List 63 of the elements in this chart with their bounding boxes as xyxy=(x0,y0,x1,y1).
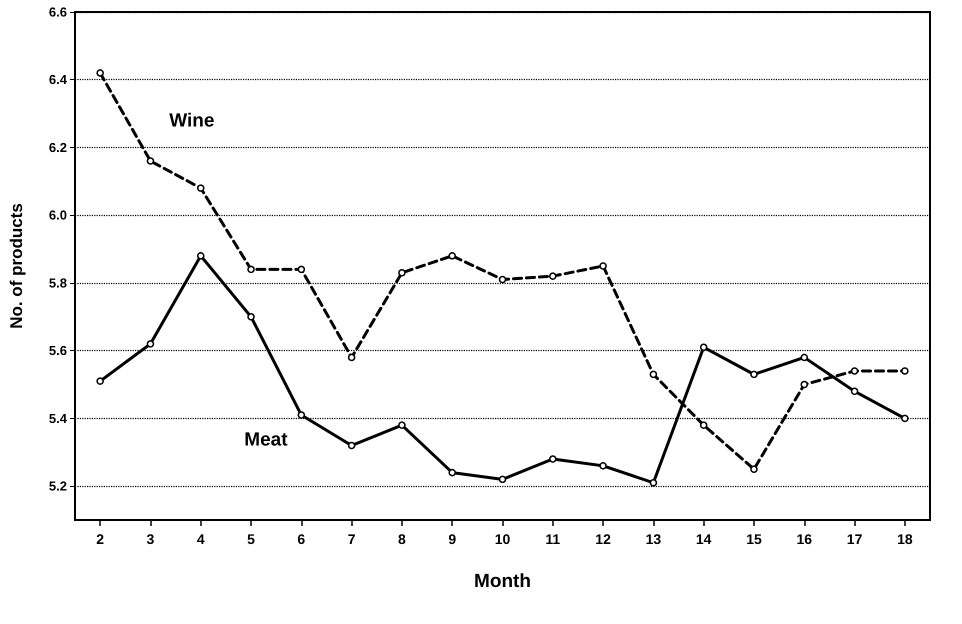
point xyxy=(348,442,356,450)
point xyxy=(146,340,154,348)
x-tick-label: 11 xyxy=(545,531,560,547)
point xyxy=(901,367,909,375)
point xyxy=(599,262,607,270)
x-tick-label: 14 xyxy=(696,531,712,547)
point xyxy=(247,266,255,274)
point xyxy=(800,354,808,362)
point xyxy=(348,354,356,362)
x-tick-label: 16 xyxy=(796,531,812,547)
x-tick-label: 15 xyxy=(746,531,762,547)
point xyxy=(498,476,506,484)
y-tick-label: 5.6 xyxy=(48,343,67,358)
point xyxy=(650,479,658,486)
y-tick-label: 5.2 xyxy=(48,478,67,494)
x-tick-label: 6 xyxy=(297,531,306,547)
point xyxy=(498,276,506,284)
point xyxy=(96,377,104,385)
point xyxy=(549,272,557,280)
y-axis-title: No. of products xyxy=(7,203,26,329)
point xyxy=(448,468,456,476)
x-tick-label: 13 xyxy=(646,531,662,547)
series-label: Meat xyxy=(244,430,288,451)
point xyxy=(599,462,607,470)
point xyxy=(700,344,708,352)
point xyxy=(196,252,204,260)
point xyxy=(800,380,808,388)
x-tick-label: 8 xyxy=(398,531,406,547)
point xyxy=(650,370,658,378)
point xyxy=(298,411,306,419)
point xyxy=(398,269,406,277)
point xyxy=(850,367,858,375)
y-tick-label: 6.0 xyxy=(48,208,67,223)
x-tick-label: 12 xyxy=(595,531,612,547)
y-tick-label: 6.6 xyxy=(48,4,67,20)
point xyxy=(247,313,255,321)
x-tick-label: 18 xyxy=(897,531,913,547)
x-tick-label: 9 xyxy=(448,531,456,547)
y-tick-label: 6.4 xyxy=(48,72,68,88)
y-tick-label: 6.2 xyxy=(48,140,67,155)
x-tick-label: 2 xyxy=(96,531,104,547)
point xyxy=(96,69,104,77)
series-label: Wine xyxy=(169,110,214,132)
point xyxy=(398,421,406,429)
point xyxy=(750,465,758,473)
x-tick-label: 17 xyxy=(846,531,863,547)
point xyxy=(901,414,909,422)
x-tick-label: 3 xyxy=(146,531,155,547)
point xyxy=(750,370,758,378)
point xyxy=(850,388,858,396)
point xyxy=(196,184,204,192)
y-tick-label: 5.4 xyxy=(48,410,68,426)
x-tick-label: 4 xyxy=(196,531,205,547)
x-tick-label: 7 xyxy=(348,531,356,547)
x-axis-title: Month xyxy=(474,571,531,592)
y-tick-label: 5.8 xyxy=(48,275,67,290)
point xyxy=(700,421,708,429)
point xyxy=(549,455,557,463)
x-tick-label: 5 xyxy=(247,531,256,547)
x-tick-label: 10 xyxy=(494,531,510,547)
point xyxy=(298,266,306,274)
point xyxy=(146,157,154,165)
point xyxy=(448,252,456,260)
